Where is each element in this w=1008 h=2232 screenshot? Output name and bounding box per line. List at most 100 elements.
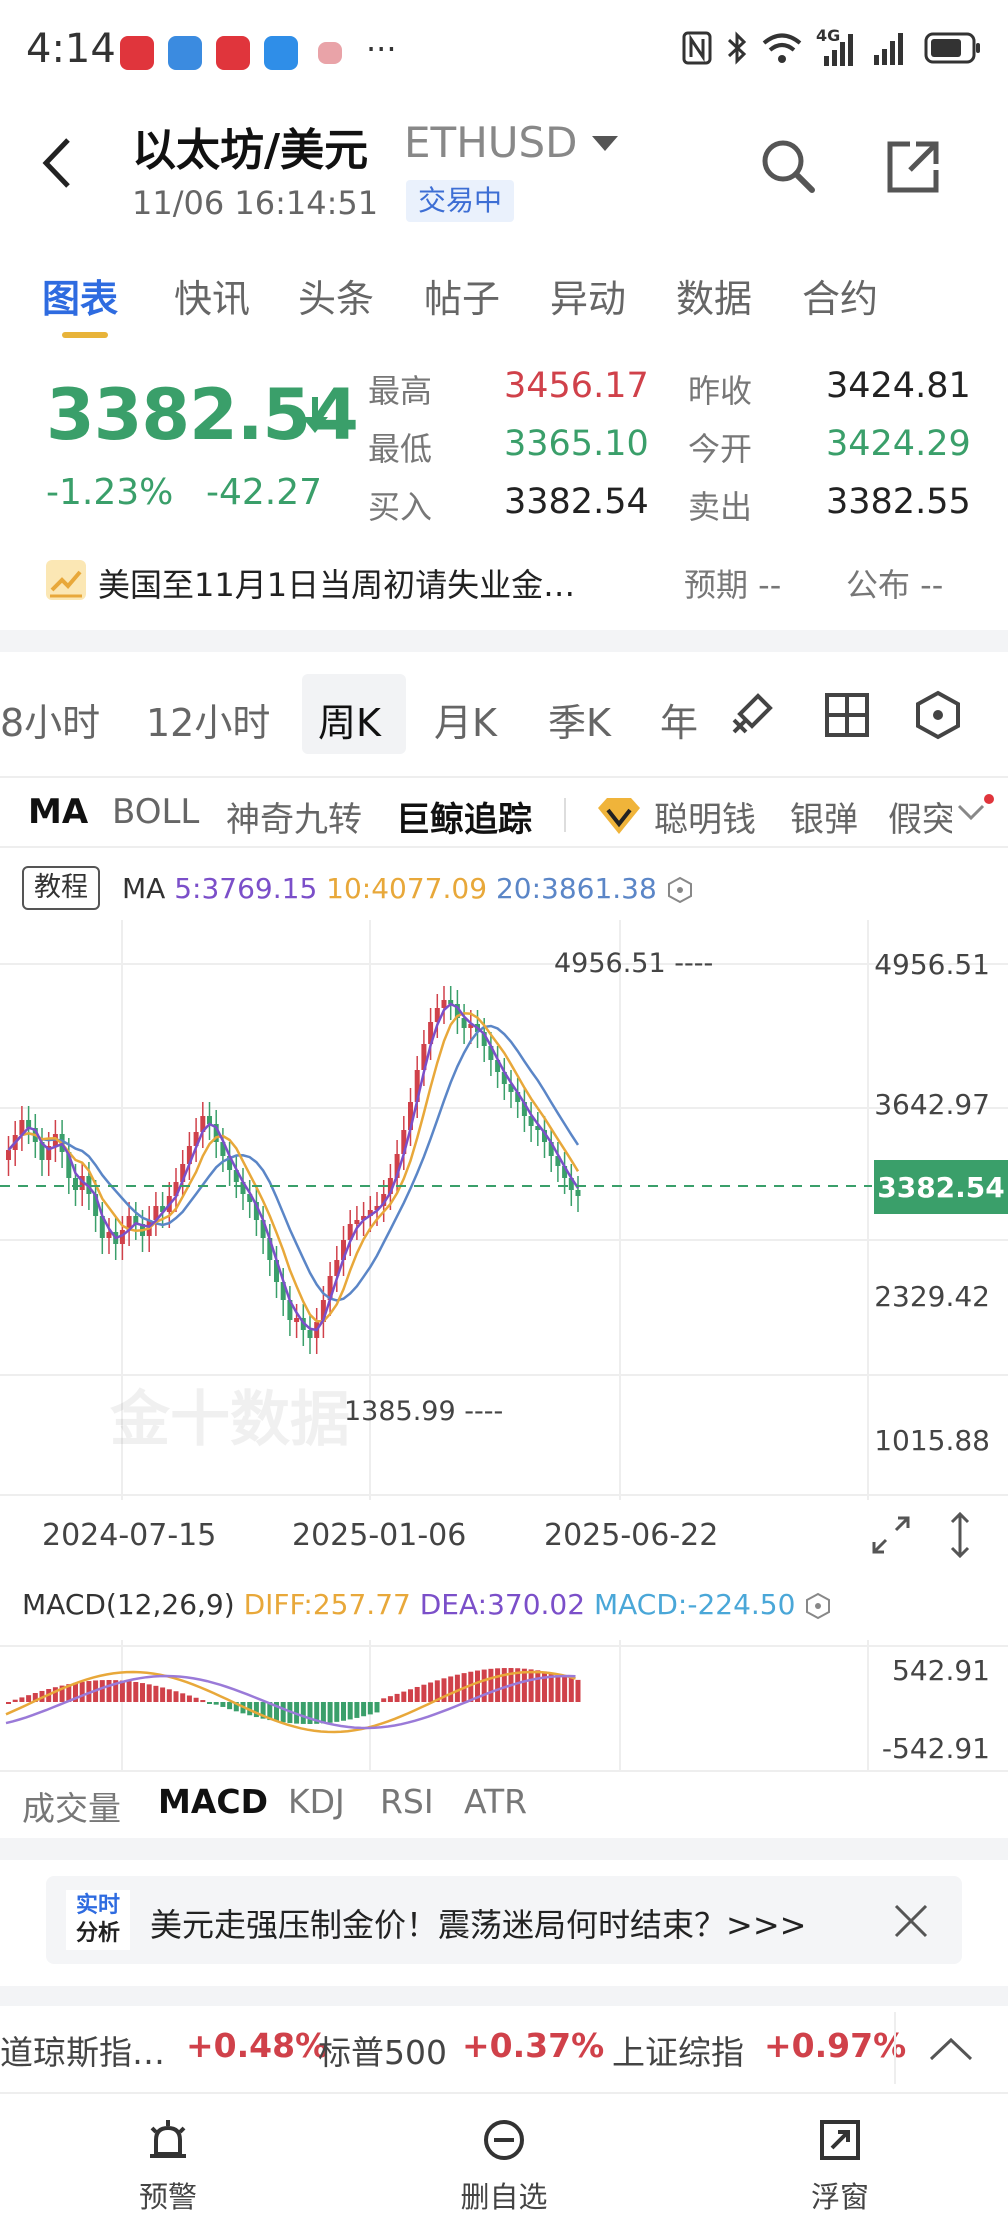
index-value-sp500: +0.37% [462,2026,605,2065]
chevron-down-icon[interactable] [956,800,986,824]
current-price-tag [874,1160,1008,1214]
macd-diff: DIFF:257.77 [243,1588,411,1621]
nav-remove-watchlist[interactable]: 删自选 [424,2118,584,2216]
close-icon[interactable] [892,1902,930,1940]
macd-bar [119,1680,125,1702]
candle-body [240,1182,246,1194]
macd-bar [521,1668,527,1702]
tab-movements[interactable]: 异动 [550,277,627,321]
sub-tab-rsi[interactable]: RSI [380,1782,434,1821]
floating-window-icon [820,2120,860,2160]
candle-body [26,1120,32,1128]
sub-tab-kdj[interactable]: KDJ [288,1782,345,1821]
nav-alert[interactable]: 预警 [88,2118,248,2216]
ma10-value: 10:4077.09 [326,872,488,905]
macd-bar [26,1695,32,1702]
macd-bar [468,1671,474,1702]
period-tab-8h[interactable]: 8小时 [0,701,101,745]
indicator-tab-silver-bullet[interactable]: 银弹 [790,800,858,840]
chevron-down-icon[interactable] [592,136,618,151]
candlestick-chart[interactable]: 金十数据 4956.51 ---- 1385.99 ---- 4956.51 3… [0,920,1008,1500]
tab-flash-news[interactable]: 快讯 [174,277,251,321]
sub-tab-macd[interactable]: MACD [158,1782,268,1821]
candle-body [542,1130,547,1142]
alarm-bell-icon [150,2120,186,2158]
macd-bar [488,1668,494,1702]
top-tabs: 图表 快讯 头条 帖子 异动 数据 合约 [0,268,1008,338]
search-icon[interactable] [760,138,816,194]
macd-bar [133,1681,139,1702]
settings-hexagon-icon[interactable] [914,690,962,740]
chart-app-icon [168,36,202,70]
macd-bar [79,1681,85,1702]
sub-tab-atr[interactable]: ATR [464,1782,528,1821]
section-divider [0,846,1008,848]
macd-bar [501,1668,507,1702]
share-icon[interactable] [886,140,940,194]
tab-chart[interactable]: 图表 [42,277,119,321]
symbol-selector[interactable]: ETHUSD [404,118,578,167]
candle-body [461,1018,467,1028]
vertical-expand-icon[interactable] [946,1510,974,1560]
nav-floating-window[interactable]: 浮窗 [760,2118,920,2216]
candle-body [535,1126,541,1130]
status-badge: 交易中 [406,180,515,222]
tab-contract[interactable]: 合约 [802,277,879,321]
drawing-pen-icon[interactable] [726,690,776,740]
period-tab-quarterly[interactable]: 季K [548,701,611,745]
indicator-tab-ma[interactable]: MA [28,792,89,832]
remove-circle-icon [484,2120,524,2160]
candle-body [341,1240,346,1260]
macd-bar [548,1672,554,1702]
date-label: 2024-07-15 [42,1518,217,1553]
tab-data[interactable]: 数据 [676,277,753,321]
analysis-banner[interactable] [46,1876,962,1964]
back-icon[interactable] [42,138,72,188]
macd-bar [253,1702,259,1718]
macd-bar [126,1681,132,1702]
macd-bar [160,1687,166,1702]
analysis-tag-line2: 分析 [75,1921,120,1946]
macd-chart[interactable]: 542.91 -542.91 [0,1640,1008,1770]
macd-bar [327,1702,333,1723]
period-tab-monthly[interactable]: 月K [434,701,497,745]
tab-posts[interactable]: 帖子 [424,277,501,321]
ma-legend: MA 5:3769.15 10:4077.09 20:3861.38 [122,872,694,905]
indicator-tab-whale[interactable]: 巨鲸追踪 [396,800,532,840]
candle-body [86,1176,92,1194]
candle-body [414,1070,420,1102]
macd-bar [341,1702,346,1721]
period-tab-yearly[interactable]: 年 [660,701,699,745]
calendar-app-icon [318,42,342,64]
macd-bar [555,1674,561,1702]
settings-hexagon-icon[interactable] [666,876,694,904]
candle-body [294,1318,300,1322]
indices-divider [894,2012,896,2084]
tab-headlines[interactable]: 头条 [298,277,375,321]
open-value: 3424.29 [826,424,971,464]
settings-hexagon-icon[interactable] [804,1592,832,1620]
layout-grid-icon[interactable] [824,692,870,738]
analysis-headline[interactable]: 美元走强压制金价！震荡迷局何时结束？>>> [150,1906,807,1944]
tutorial-button[interactable]: 教程 [22,866,100,910]
chart-grid [0,920,1008,1500]
candle-body [73,1178,78,1190]
indicator-tab-boll[interactable]: BOLL [112,792,200,832]
sub-tab-volume[interactable]: 成交量 [22,1789,121,1828]
period-tab-weekly[interactable]: 周K [318,701,381,745]
candle-body [153,1206,159,1220]
indicator-tab-false-breakout[interactable]: 假突 [888,800,952,840]
trend-chart-icon [46,560,86,600]
candle-body [320,1300,326,1322]
candle-body [19,1120,25,1135]
candle-body [247,1194,253,1202]
macd-label: MACD(12,26,9) [22,1588,235,1621]
section-divider [0,1770,1008,1772]
indicator-tab-td9[interactable]: 神奇九转 [226,800,362,840]
chevron-up-icon[interactable] [928,2036,974,2062]
macd-histogram [6,1668,581,1724]
fullscreen-icon[interactable] [870,1514,912,1556]
candle-body [39,1142,45,1160]
period-tab-12h[interactable]: 12小时 [146,701,271,745]
indicator-tab-smart-money[interactable]: 聪明钱 [654,800,756,840]
